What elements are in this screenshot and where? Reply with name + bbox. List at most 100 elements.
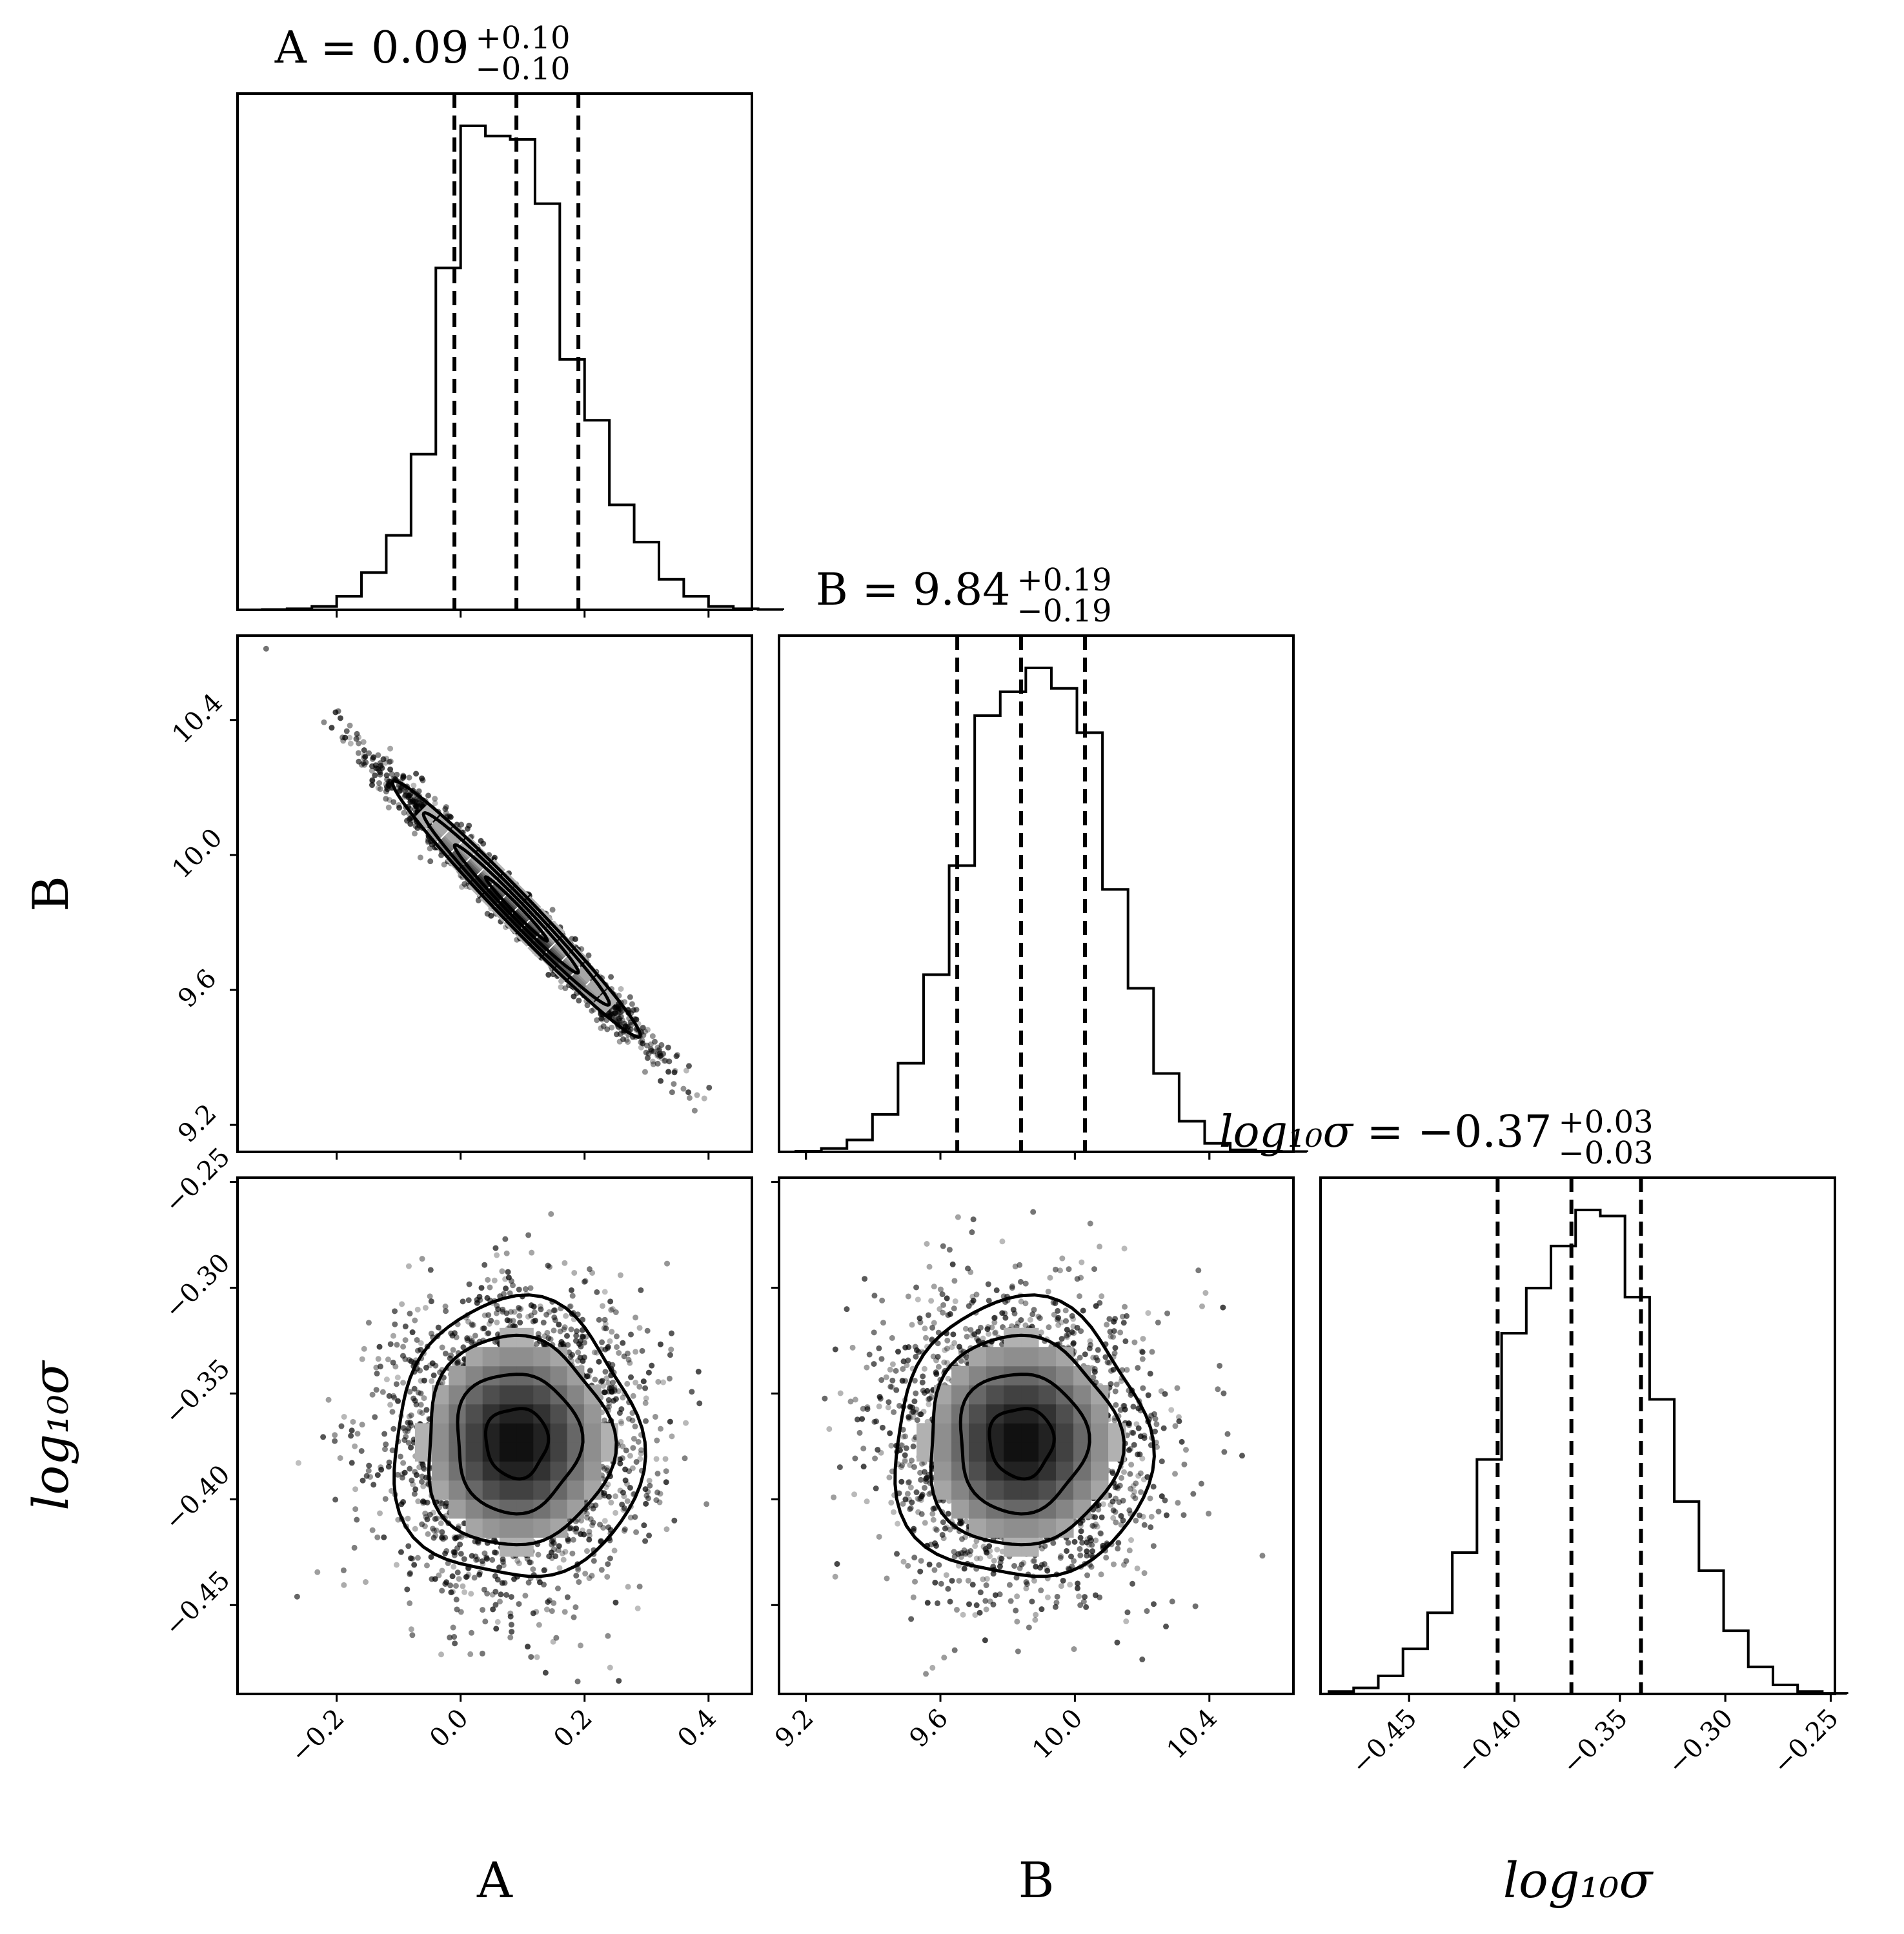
sample-point <box>386 1393 392 1399</box>
sample-point <box>889 1335 895 1341</box>
sample-point <box>409 1632 416 1638</box>
sample-point <box>405 1428 411 1435</box>
density-cell <box>583 1461 602 1481</box>
y-tick-label-log10sigma: −0.35 <box>159 1354 236 1431</box>
density-cell <box>1056 1404 1074 1424</box>
sample-point <box>609 1024 615 1031</box>
sample-point <box>668 1346 674 1353</box>
sample-point <box>905 1293 911 1300</box>
sample-point <box>933 1369 939 1376</box>
sample-point <box>1190 1491 1197 1497</box>
sample-point <box>427 1267 434 1273</box>
sample-point <box>1075 1585 1081 1591</box>
sample-point <box>952 1298 958 1305</box>
sample-point <box>963 1518 969 1525</box>
sample-point <box>622 1526 628 1533</box>
sample-point <box>909 1322 915 1328</box>
sample-point <box>638 1450 644 1456</box>
sample-point <box>421 1395 427 1402</box>
density-cell <box>1004 1537 1022 1557</box>
sample-point <box>361 1345 367 1352</box>
sample-point <box>646 1477 653 1484</box>
sample-point <box>856 1429 863 1436</box>
sample-point <box>570 1536 576 1543</box>
sample-point <box>642 1538 649 1544</box>
sample-point <box>470 1322 476 1328</box>
x-tick-label-B: 9.6 <box>904 1704 955 1754</box>
density-cell <box>432 1404 449 1424</box>
histogram-log10sigma <box>1328 1209 1848 1695</box>
sample-point <box>517 1320 523 1326</box>
sample-point <box>922 1335 929 1341</box>
sample-point <box>1133 1421 1140 1427</box>
sample-point <box>552 1307 558 1313</box>
density-cell <box>482 1385 500 1405</box>
sample-point <box>500 1306 506 1313</box>
sample-point <box>1153 1421 1160 1427</box>
sample-point <box>412 1526 418 1532</box>
sample-point <box>460 1344 467 1351</box>
sample-point <box>565 1536 571 1542</box>
sample-point <box>549 1608 555 1615</box>
sample-point <box>439 1344 445 1351</box>
sample-point <box>389 1409 396 1415</box>
sample-point <box>564 1594 571 1600</box>
sample-point <box>1083 1604 1089 1610</box>
sample-point <box>627 1360 633 1366</box>
sample-point <box>413 1472 420 1478</box>
sample-point <box>905 1357 911 1364</box>
sample-point <box>480 1561 486 1567</box>
sample-point <box>606 1404 613 1410</box>
sample-point <box>624 1380 631 1387</box>
sample-point <box>544 1329 551 1336</box>
sample-point <box>940 1302 947 1308</box>
sample-point <box>562 1549 569 1555</box>
sample-point <box>943 1572 949 1578</box>
sample-point <box>878 1449 884 1456</box>
sample-point <box>921 1365 927 1372</box>
sample-point <box>347 722 353 729</box>
sample-point <box>632 1514 638 1520</box>
sample-point <box>1042 1543 1048 1549</box>
sample-point <box>1046 1324 1052 1331</box>
sample-point <box>1120 1320 1127 1326</box>
sample-point <box>685 1089 692 1096</box>
sample-point <box>1224 1431 1231 1437</box>
sample-point <box>642 1069 648 1075</box>
sample-point <box>567 1525 574 1531</box>
sample-point <box>405 792 412 799</box>
sample-point <box>1112 1388 1119 1395</box>
sample-point <box>459 883 465 890</box>
sample-point <box>560 1556 567 1563</box>
sample-point <box>1131 1489 1137 1495</box>
sample-point <box>569 1550 576 1556</box>
sample-point <box>621 1353 627 1360</box>
sample-point <box>1060 1577 1066 1584</box>
sample-point <box>1112 1345 1119 1351</box>
sample-point <box>902 1452 908 1458</box>
sample-point <box>889 1377 896 1384</box>
sample-point <box>551 1307 557 1314</box>
sample-point <box>530 1610 536 1617</box>
sample-point <box>926 1264 933 1270</box>
sample-point <box>1141 1522 1148 1528</box>
sample-point <box>1037 1315 1043 1322</box>
sample-point <box>910 1443 917 1449</box>
sample-point <box>913 1284 920 1291</box>
sample-point <box>579 1333 585 1340</box>
sample-point <box>1065 1540 1071 1546</box>
density-cell <box>969 1385 987 1405</box>
sample-point <box>377 786 383 792</box>
sample-point <box>552 1317 558 1324</box>
sample-point <box>913 1390 919 1396</box>
sample-point <box>409 1329 416 1336</box>
sample-point <box>354 730 360 737</box>
sample-point <box>618 1420 625 1427</box>
sample-point <box>387 780 393 787</box>
sample-point <box>986 1331 992 1337</box>
sample-point <box>551 1327 557 1334</box>
sample-point <box>1050 1540 1057 1546</box>
sample-point <box>605 1481 611 1487</box>
sample-point <box>918 1511 925 1517</box>
sample-point <box>911 1436 918 1443</box>
